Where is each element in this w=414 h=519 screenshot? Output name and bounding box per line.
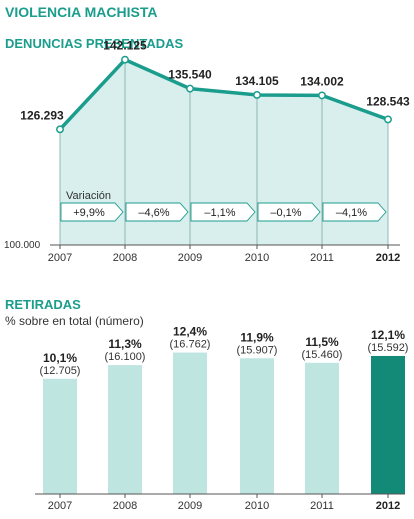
x-tick-label-2007: 2007 bbox=[48, 252, 72, 264]
page-title: VIOLENCIA MACHISTA bbox=[5, 4, 158, 20]
x-tick-label-2012: 2012 bbox=[376, 252, 400, 264]
variation-header: Variación bbox=[66, 190, 111, 202]
bar-count-label-2012: (15.592) bbox=[368, 342, 409, 354]
x-tick-label-2012: 2012 bbox=[376, 500, 400, 512]
x-tick-label-2009: 2009 bbox=[178, 252, 202, 264]
bar-2008 bbox=[108, 365, 142, 494]
variation-label-2010: –1,1% bbox=[204, 207, 235, 219]
bar-count-label-2008: (16.100) bbox=[105, 351, 146, 363]
bar-value-label-2011: 11,5% bbox=[305, 335, 339, 349]
x-tick-label-2009: 2009 bbox=[178, 500, 202, 512]
bar-2007 bbox=[43, 378, 77, 494]
bar-value-label-2010: 11,9% bbox=[240, 330, 274, 344]
variation-arrow bbox=[257, 202, 321, 222]
bar-2011 bbox=[305, 362, 339, 494]
data-point-2008 bbox=[121, 55, 129, 64]
bar-value-label-2009: 12,4% bbox=[173, 325, 207, 339]
value-label-2010: 134.105 bbox=[235, 74, 279, 88]
x-tick-label-2010: 2010 bbox=[245, 252, 269, 264]
value-label-2009: 135.540 bbox=[168, 68, 212, 82]
bar-2009 bbox=[173, 352, 207, 494]
bar-2010 bbox=[240, 358, 274, 494]
bar-count-label-2007: (12.705) bbox=[40, 365, 81, 377]
bar-value-label-2008: 11,3% bbox=[108, 337, 142, 351]
x-tick-label-2010: 2010 bbox=[245, 500, 269, 512]
data-point-2012 bbox=[384, 115, 392, 124]
x-tick-label-2011: 2011 bbox=[310, 252, 334, 264]
bar-count-label-2011: (15.460) bbox=[302, 349, 343, 361]
variation-arrow bbox=[190, 202, 256, 222]
variation-arrow bbox=[125, 202, 189, 222]
bar-count-label-2010: (15.907) bbox=[237, 344, 278, 356]
bar-2012 bbox=[371, 355, 405, 494]
retiradas-subtitle: % sobre en total (número) bbox=[5, 314, 144, 328]
value-label-2008: 142.125 bbox=[103, 39, 147, 53]
denuncias-title: DENUNCIAS PRESENTADAS bbox=[5, 36, 184, 51]
variation-label-2012: –4,1% bbox=[336, 207, 367, 219]
variation-label-2009: –4,6% bbox=[138, 207, 169, 219]
variation-arrow bbox=[322, 202, 387, 222]
retiradas-title: RETIRADAS bbox=[5, 297, 81, 312]
variation-arrow bbox=[60, 202, 124, 222]
bar-value-label-2007: 10,1% bbox=[43, 351, 77, 365]
series-line bbox=[58, 57, 389, 131]
x-tick-label-2008: 2008 bbox=[113, 500, 137, 512]
value-label-2012: 128.543 bbox=[366, 94, 410, 108]
data-point-2009 bbox=[186, 84, 194, 93]
variation-label-2008: +9,9% bbox=[73, 207, 105, 219]
data-point-2011 bbox=[318, 91, 326, 100]
x-tick-label-2011: 2011 bbox=[310, 500, 334, 512]
bar-count-label-2009: (16.762) bbox=[170, 339, 211, 351]
value-label-2011: 134.002 bbox=[300, 74, 344, 88]
data-point-2007 bbox=[56, 125, 64, 134]
variation-label-2011: –0,1% bbox=[270, 207, 301, 219]
x-tick-label-2008: 2008 bbox=[113, 252, 137, 264]
y-axis-min-label: 100.000 bbox=[4, 240, 41, 251]
data-point-2010 bbox=[253, 90, 261, 99]
area-fill bbox=[60, 59, 388, 246]
value-label-2007: 126.293 bbox=[20, 108, 64, 122]
bar-value-label-2012: 12,1% bbox=[371, 328, 405, 342]
x-tick-label-2007: 2007 bbox=[48, 500, 72, 512]
